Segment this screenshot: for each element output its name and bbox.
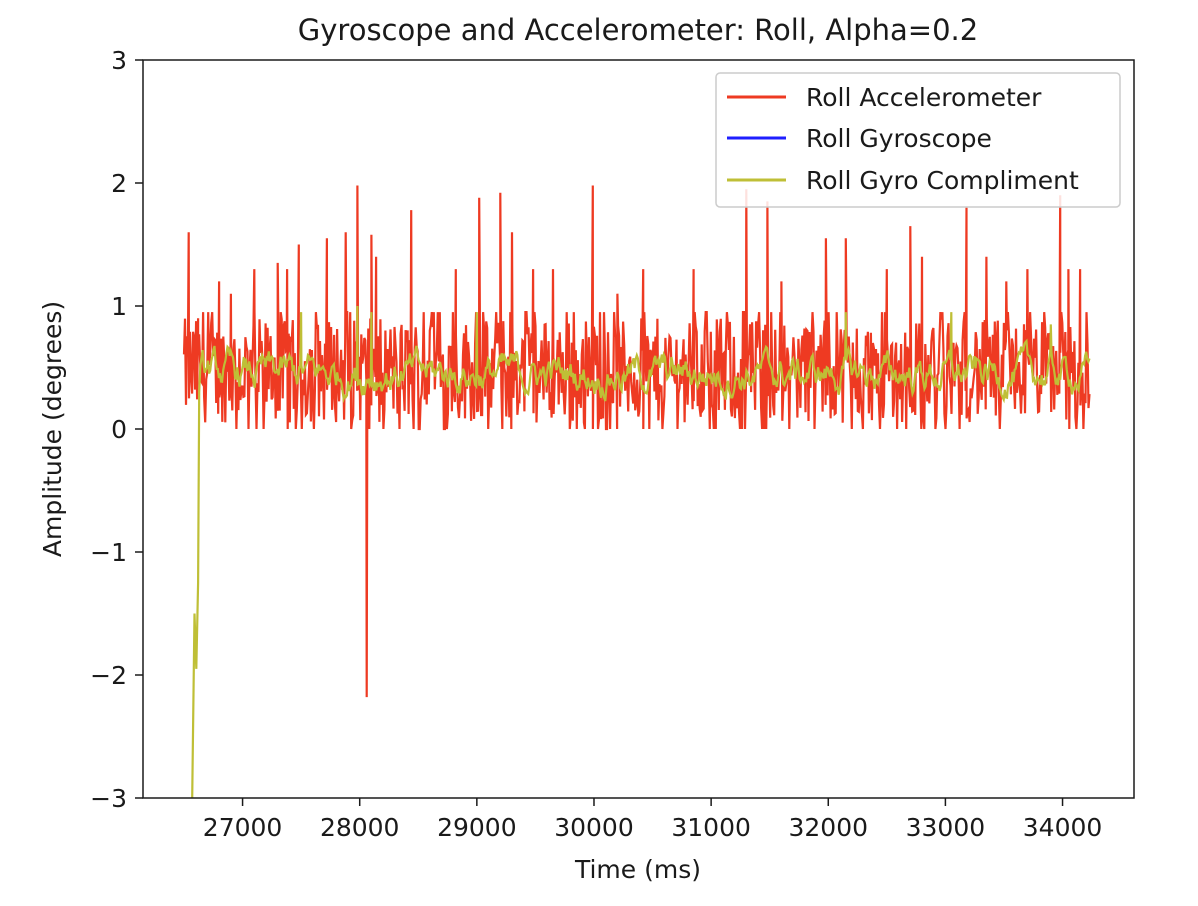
series-line-roll-gyro-compliment — [191, 305, 1091, 799]
legend: Roll Accelerometer Roll Gyroscope Roll G… — [715, 72, 1121, 208]
x-tick-label: 27000 — [203, 813, 283, 842]
x-tick-label: 33000 — [906, 813, 986, 842]
x-tick-label: 32000 — [789, 813, 869, 842]
y-axis-label: Amplitude (degrees) — [38, 301, 67, 557]
legend-box — [715, 72, 1121, 208]
y-axis: −3 −2 −1 0 1 2 3 — [90, 46, 143, 813]
y-tick-label: −3 — [90, 784, 127, 813]
series-line-roll-accelerometer — [182, 185, 1091, 698]
x-tick-label: 30000 — [554, 813, 634, 842]
x-tick-label: 28000 — [320, 813, 400, 842]
y-tick-label: 0 — [111, 415, 127, 444]
y-tick-label: 2 — [111, 169, 127, 198]
legend-label-roll-gyro-compliment: Roll Gyro Compliment — [806, 166, 1079, 195]
x-axis-label: Time (ms) — [574, 855, 701, 884]
x-tick-label: 31000 — [671, 813, 751, 842]
y-tick-label: 1 — [111, 292, 127, 321]
y-tick-label: 3 — [111, 46, 127, 75]
x-tick-label: 29000 — [437, 813, 517, 842]
x-tick-label: 34000 — [1023, 813, 1103, 842]
series-layer — [182, 185, 1091, 799]
y-tick-label: −1 — [90, 538, 127, 567]
legend-label-roll-gyroscope: Roll Gyroscope — [806, 124, 992, 153]
legend-label-roll-accelerometer: Roll Accelerometer — [806, 83, 1042, 112]
chart-title: Gyroscope and Accelerometer: Roll, Alpha… — [298, 13, 978, 47]
y-tick-label: −2 — [90, 661, 127, 690]
x-axis: 27000 28000 29000 30000 31000 32000 33000 34000 — [203, 798, 1103, 842]
